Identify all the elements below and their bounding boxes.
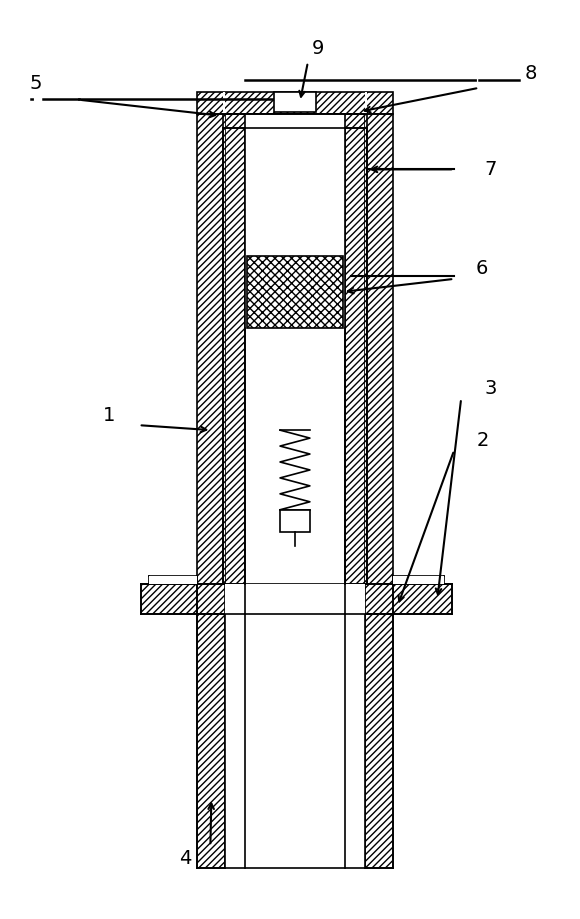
Text: 7: 7 — [485, 160, 497, 179]
Bar — [365, 614, 393, 868]
Text: 3: 3 — [485, 379, 497, 398]
Bar — [225, 614, 365, 868]
Text: 6: 6 — [476, 259, 488, 278]
Bar — [223, 128, 245, 584]
Text: 5: 5 — [30, 74, 42, 94]
Bar — [280, 510, 310, 532]
Bar — [247, 256, 343, 328]
Bar — [223, 114, 367, 128]
Bar — [393, 584, 452, 614]
Bar — [197, 114, 225, 584]
Bar — [365, 114, 367, 584]
Bar — [197, 614, 225, 868]
Bar — [245, 114, 345, 128]
Bar — [245, 128, 345, 584]
Text: 1: 1 — [103, 405, 115, 425]
Bar — [223, 114, 225, 584]
Bar — [141, 584, 197, 614]
Text: 9: 9 — [311, 40, 324, 59]
Bar — [393, 576, 444, 584]
Bar — [148, 576, 197, 584]
Bar — [274, 92, 316, 112]
Bar — [223, 92, 225, 114]
Bar — [365, 114, 393, 584]
Bar — [365, 584, 393, 614]
Bar — [197, 584, 225, 614]
Text: 4: 4 — [179, 848, 192, 868]
Bar — [197, 92, 393, 114]
Text: 8: 8 — [525, 64, 537, 84]
Bar — [225, 584, 365, 614]
Bar — [345, 128, 367, 584]
Bar — [365, 92, 367, 114]
Text: 2: 2 — [477, 431, 490, 449]
